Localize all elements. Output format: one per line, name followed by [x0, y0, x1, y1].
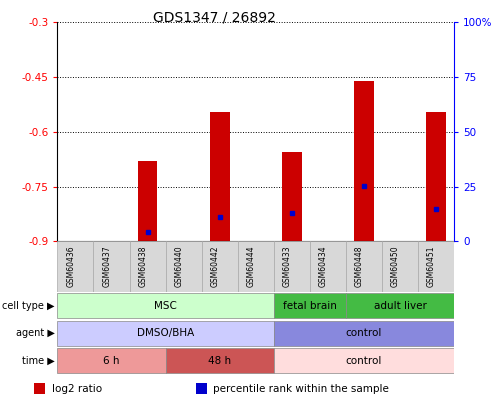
Bar [166, 348, 274, 373]
Text: GSM60451: GSM60451 [427, 245, 436, 287]
Bar [57, 241, 93, 292]
Text: 6 h: 6 h [103, 356, 120, 366]
Bar [346, 293, 454, 318]
Bar [57, 293, 274, 318]
Text: GDS1347 / 26892: GDS1347 / 26892 [153, 10, 276, 24]
Text: GSM60448: GSM60448 [355, 245, 364, 287]
Bar [282, 152, 302, 241]
Bar [34, 383, 45, 394]
Bar [354, 81, 374, 241]
Bar [210, 112, 230, 241]
Text: agent ▶: agent ▶ [16, 328, 55, 338]
Text: log2 ratio: log2 ratio [51, 384, 102, 394]
Bar [426, 112, 446, 241]
Bar [138, 161, 158, 241]
Text: GSM60438: GSM60438 [139, 245, 148, 287]
Bar [166, 241, 202, 292]
Bar [274, 241, 310, 292]
Text: GSM60440: GSM60440 [175, 245, 184, 287]
Bar [274, 293, 346, 318]
Text: MSC: MSC [154, 301, 177, 311]
Bar [57, 321, 274, 346]
Text: percentile rank within the sample: percentile rank within the sample [213, 384, 389, 394]
Bar [238, 241, 274, 292]
Text: GSM60444: GSM60444 [247, 245, 255, 287]
Text: control: control [346, 356, 382, 366]
Bar [274, 321, 454, 346]
Bar [274, 348, 454, 373]
Text: GSM60433: GSM60433 [283, 245, 292, 287]
Text: GSM60450: GSM60450 [391, 245, 400, 287]
Text: cell type ▶: cell type ▶ [2, 301, 55, 311]
Bar [202, 241, 238, 292]
Bar [93, 241, 130, 292]
Text: GSM60436: GSM60436 [66, 245, 75, 287]
Text: adult liver: adult liver [374, 301, 427, 311]
Bar [418, 241, 454, 292]
Bar [130, 241, 166, 292]
Bar [57, 348, 166, 373]
Text: GSM60434: GSM60434 [319, 245, 328, 287]
Text: fetal brain: fetal brain [283, 301, 337, 311]
Text: GSM60437: GSM60437 [102, 245, 111, 287]
Text: 48 h: 48 h [208, 356, 231, 366]
Text: time ▶: time ▶ [22, 356, 55, 366]
Text: GSM60442: GSM60442 [211, 245, 220, 287]
Bar [382, 241, 418, 292]
Text: control: control [346, 328, 382, 338]
Bar [346, 241, 382, 292]
Bar [196, 383, 207, 394]
Text: DMSO/BHA: DMSO/BHA [137, 328, 194, 338]
Bar [310, 241, 346, 292]
